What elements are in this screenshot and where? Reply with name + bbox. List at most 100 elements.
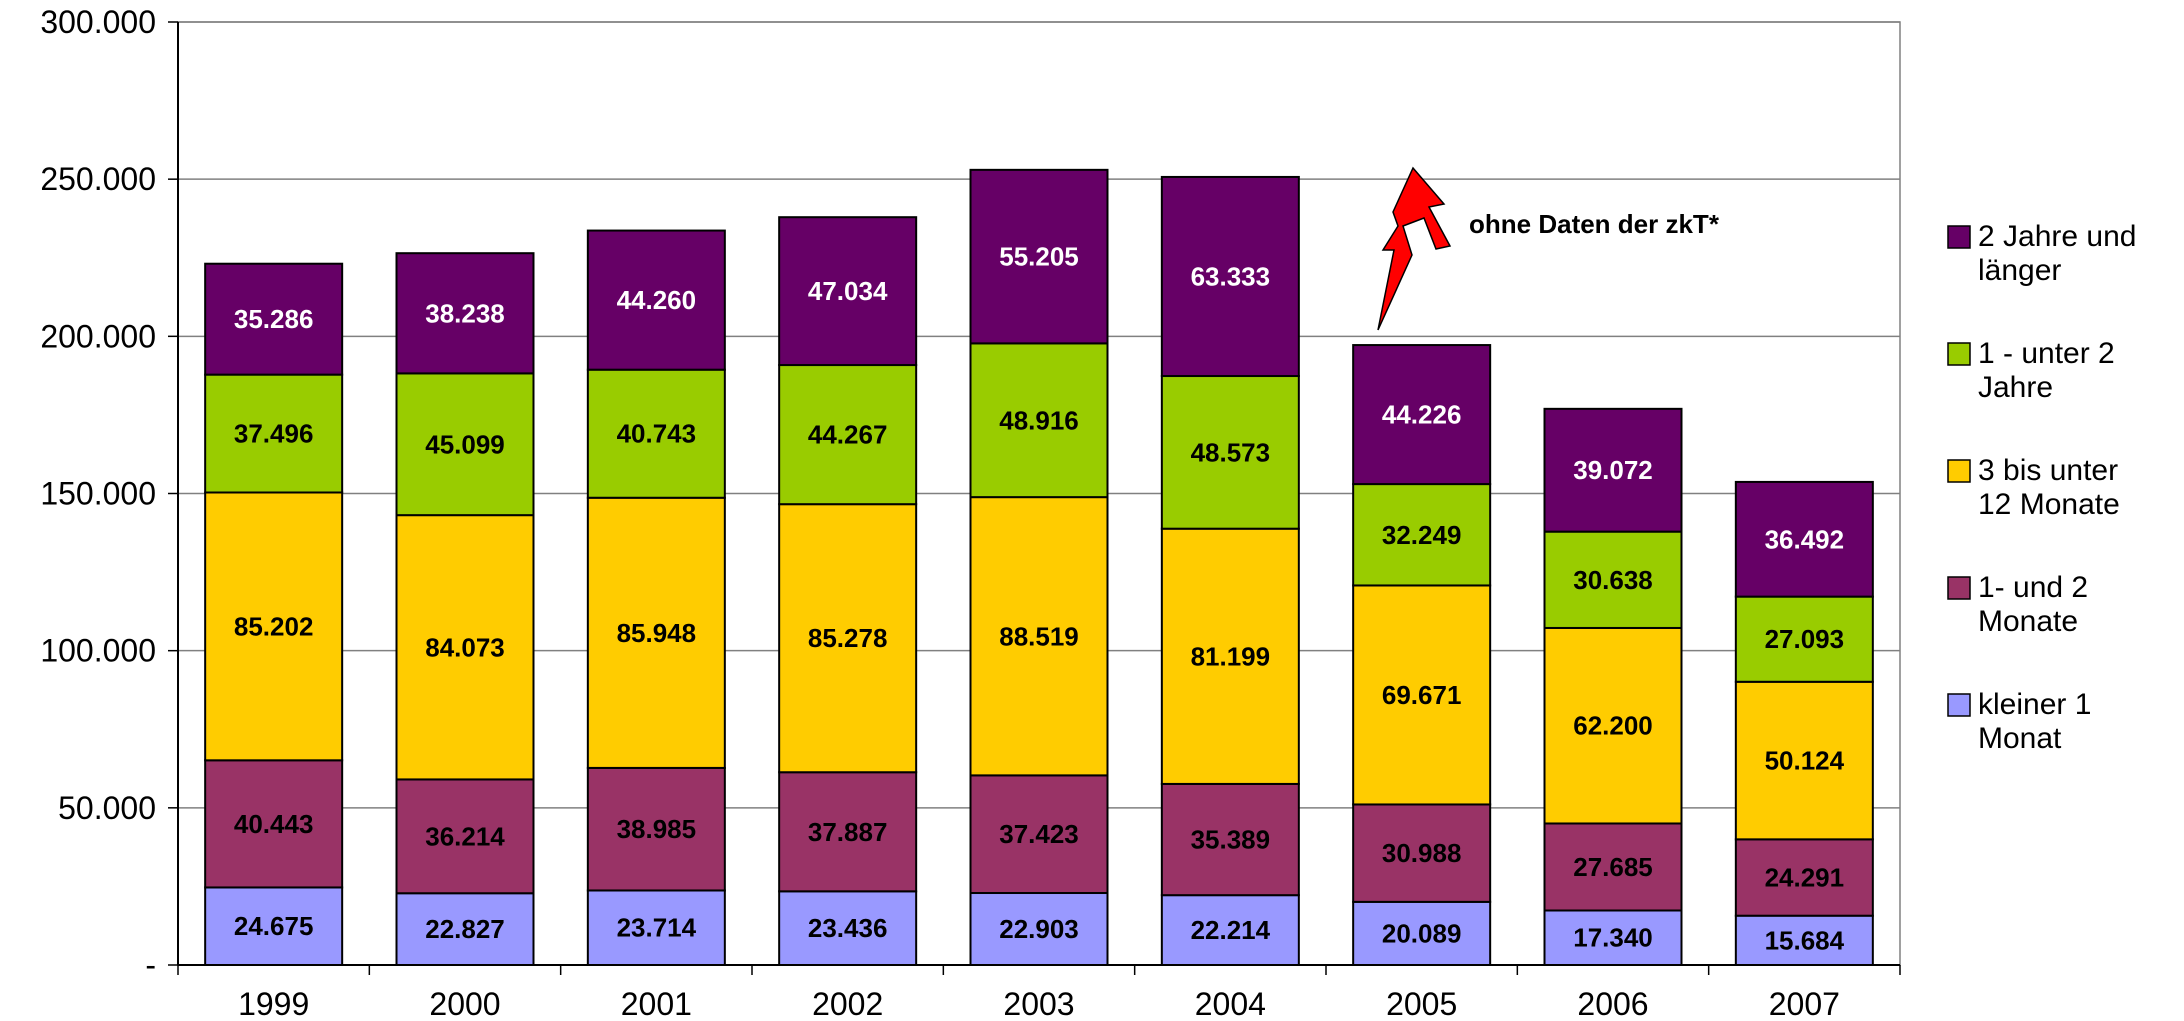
x-tick-label: 2007	[1769, 986, 1840, 1021]
data-label: 85.278	[808, 623, 888, 653]
lightning-bolt-icon	[1377, 166, 1452, 331]
x-tick-label: 2002	[812, 986, 883, 1021]
bar-segment	[395, 372, 535, 517]
data-label: 27.093	[1765, 624, 1845, 654]
legend-label: 1- und 2	[1978, 571, 2088, 604]
data-label: 17.340	[1573, 923, 1653, 953]
data-label: 45.099	[425, 429, 505, 459]
bar-segment	[395, 778, 535, 895]
bar-segment	[586, 229, 726, 371]
data-label: 23.436	[808, 913, 888, 943]
bar-segment	[778, 216, 918, 367]
bar-segment	[1160, 175, 1300, 378]
bar-segment	[969, 168, 1109, 345]
legend-swatch	[1947, 342, 1971, 366]
y-tick-label: -	[145, 947, 156, 983]
annotation-text: ohne Daten der zkT*	[1469, 209, 1720, 239]
data-label: 20.089	[1382, 918, 1462, 948]
x-tick-label: 2005	[1386, 986, 1457, 1021]
bar-segment	[1543, 407, 1683, 533]
bar-segment	[204, 759, 344, 889]
legend-label: 3 bis unter	[1978, 454, 2118, 487]
data-label: 47.034	[808, 276, 888, 306]
data-label: 50.124	[1765, 746, 1845, 776]
bar-segment	[204, 262, 344, 376]
data-label: 69.671	[1382, 680, 1462, 710]
data-label: 48.573	[1191, 437, 1271, 467]
data-label: 62.200	[1573, 711, 1653, 741]
bar-segment	[969, 774, 1109, 895]
y-tick-label: 300.000	[40, 4, 156, 40]
bar-segment	[1160, 375, 1300, 530]
x-tick-label: 2001	[621, 986, 692, 1021]
bar-segment	[778, 771, 918, 893]
axes: - 50.000 100.000 150.000 200.000 250.000 300.0…	[40, 4, 1901, 1021]
bar-segment	[1734, 595, 1874, 683]
bar-segment	[1734, 480, 1874, 598]
x-tick-label: 2006	[1577, 986, 1648, 1021]
x-tick-label: 1999	[238, 986, 309, 1021]
data-label: 39.072	[1573, 455, 1653, 485]
bar-segment	[586, 889, 726, 966]
data-label: 85.202	[234, 611, 314, 641]
bar-segment	[1160, 527, 1300, 785]
data-label: 24.291	[1765, 863, 1845, 893]
bar-segment	[395, 252, 535, 375]
legend-label: 12 Monate	[1978, 488, 2120, 521]
data-label: 30.638	[1573, 565, 1653, 595]
data-label: 36.492	[1765, 524, 1845, 554]
legend-label: kleiner 1	[1978, 688, 2091, 721]
data-label: 84.073	[425, 632, 505, 662]
data-label: 85.948	[617, 618, 697, 648]
data-label: 22.214	[1191, 915, 1271, 945]
bar-segment	[778, 503, 918, 774]
data-label: 35.286	[234, 304, 314, 334]
bar-segment	[1352, 803, 1492, 903]
bar-segment	[204, 886, 344, 966]
bar-segment	[1543, 626, 1683, 825]
annotation: ohne Daten der zkT*	[1377, 166, 1720, 331]
data-label: 40.743	[617, 419, 697, 449]
data-label: 30.988	[1382, 838, 1462, 868]
data-label: 48.916	[999, 405, 1079, 435]
data-label: 24.675	[234, 911, 314, 941]
bar-segment	[1734, 680, 1874, 841]
bar-segment	[1352, 900, 1492, 966]
data-label: 22.827	[425, 914, 505, 944]
bar-segment	[1543, 530, 1683, 629]
data-label: 32.249	[1382, 520, 1462, 550]
bar-segment	[969, 342, 1109, 499]
data-label: 44.260	[617, 285, 697, 315]
data-label: 15.684	[1765, 925, 1845, 955]
bar-segment	[1543, 822, 1683, 912]
legend-swatch	[1947, 459, 1971, 483]
data-label: 36.214	[425, 821, 505, 851]
y-tick-label: 200.000	[40, 318, 156, 354]
bar-segment	[778, 364, 918, 506]
bar-segment	[1734, 914, 1874, 966]
bar-segment	[204, 491, 344, 762]
data-label: 35.389	[1191, 825, 1271, 855]
legend-label: Monate	[1978, 605, 2078, 638]
data-label: 55.205	[999, 242, 1079, 272]
x-tick-label: 2003	[1003, 986, 1074, 1021]
data-label: 38.238	[425, 298, 505, 328]
data-label: 81.199	[1191, 641, 1271, 671]
data-label: 44.267	[808, 420, 888, 450]
legend-label: länger	[1978, 254, 2061, 287]
bar-segment	[969, 892, 1109, 966]
bar-segment	[395, 892, 535, 966]
bar-segment	[586, 496, 726, 769]
data-label: 40.443	[234, 809, 314, 839]
bar-segment	[1160, 894, 1300, 967]
legend-label: Monat	[1978, 722, 2062, 755]
data-label: 37.887	[808, 817, 888, 847]
bar-segment	[1352, 344, 1492, 486]
bar-segment	[1352, 483, 1492, 587]
legend-swatch	[1947, 576, 1971, 600]
data-label: 27.685	[1573, 852, 1653, 882]
data-label: 37.423	[999, 819, 1079, 849]
